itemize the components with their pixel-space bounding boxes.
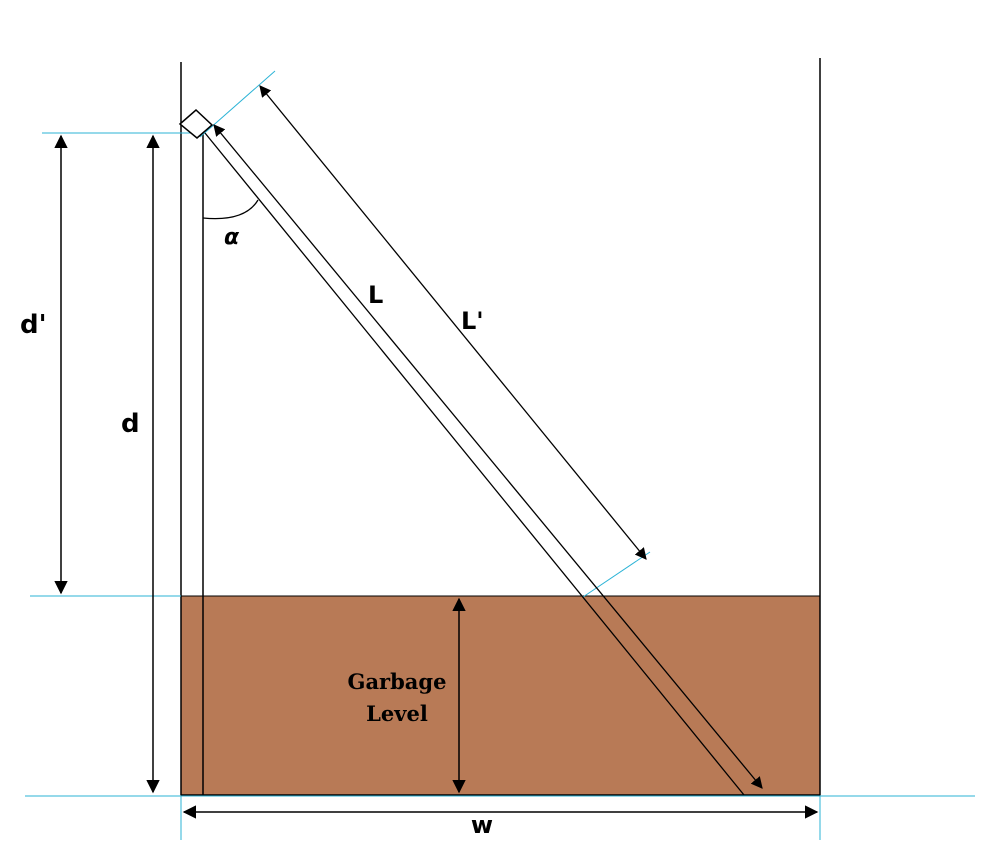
- sensor-box: [178, 108, 214, 139]
- label-alpha: α: [224, 225, 240, 250]
- alpha-arc: [202, 199, 259, 220]
- label-L-prime: L': [461, 307, 484, 335]
- label-level: Level: [366, 701, 428, 726]
- label-garbage: Garbage: [348, 669, 447, 694]
- guide-lprime-bottom: [582, 551, 651, 598]
- guide-lprime-top: [199, 70, 276, 138]
- lprime-arrow: [259, 85, 647, 560]
- label-L: L: [368, 281, 383, 309]
- label-d-prime: d': [20, 310, 47, 340]
- garbage-fill: [180, 595, 821, 796]
- label-w: w: [471, 811, 493, 839]
- label-d: d: [121, 409, 140, 439]
